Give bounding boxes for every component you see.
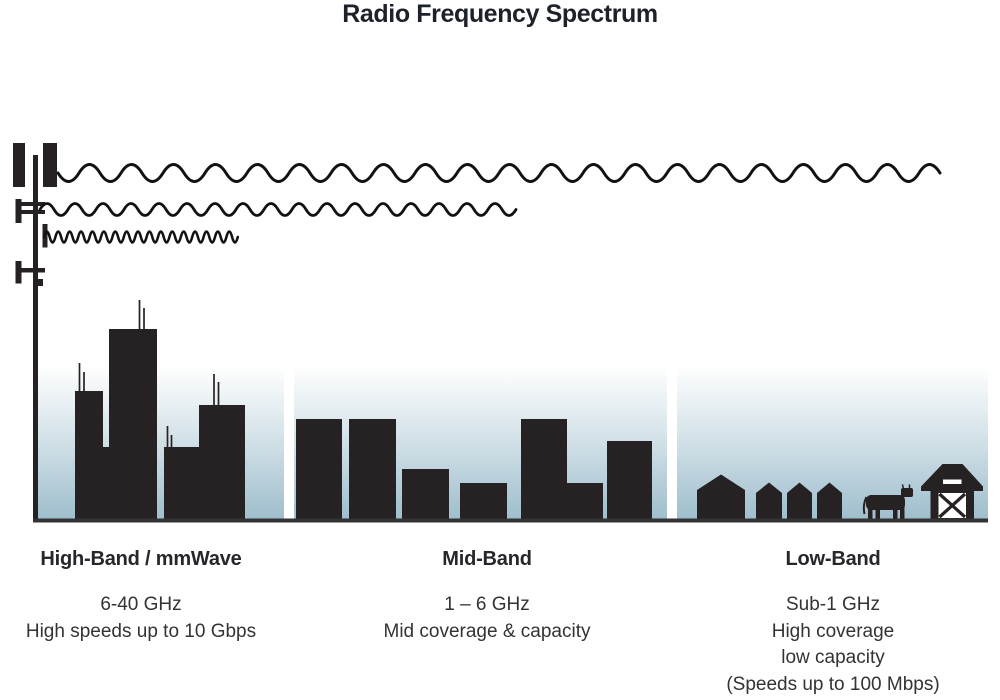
tower-mid-antenna: [15, 199, 22, 223]
house: [697, 474, 745, 520]
midrise-building: [607, 441, 652, 519]
band-heading-low: Low-Band: [785, 548, 881, 570]
band-label-low: Low-Band Sub-1 GHz High coverage low cap…: [673, 548, 993, 698]
band-label-high: High-Band / mmWave 6-40 GHz High speeds …: [0, 548, 301, 645]
city-skyline-icon: [75, 300, 245, 519]
barn-loft-vent: [943, 479, 962, 484]
barn-door-cross-brace: [938, 492, 967, 519]
cow-leg: [875, 504, 880, 520]
rural-scene: [697, 464, 983, 520]
tower-crossarm: [18, 268, 45, 273]
band-description-low-3: (Speeds up to 100 Mbps): [726, 673, 940, 695]
midrise-building: [460, 483, 507, 519]
house: [787, 482, 812, 520]
short-wavelength-wave: [42, 230, 240, 244]
skyscraper-group-right: [164, 405, 245, 519]
midrise-building: [349, 419, 396, 519]
cow-tail: [862, 496, 868, 515]
band-heading-mid: Mid-Band: [442, 548, 532, 570]
cow-leg: [868, 504, 873, 520]
band-description-high: High speeds up to 10 Gbps: [25, 620, 257, 642]
cow-leg: [893, 504, 898, 520]
cow-leg: [900, 504, 905, 520]
band-label-mid: Mid-Band 1 – 6 GHz Mid coverage & capaci…: [327, 548, 647, 645]
band-description-low-2: low capacity: [781, 647, 885, 668]
long-wavelength-wave: [56, 163, 942, 183]
band-heading-high: High-Band / mmWave: [40, 548, 242, 570]
midrise-buildings-icon: [296, 419, 652, 519]
rooftop-antennas: [78, 300, 220, 447]
sky-panel-high-band: [38, 300, 284, 519]
midrise-building-annex: [567, 483, 603, 519]
mid-wavelength-wave: [38, 202, 518, 217]
tower-pole: [33, 155, 38, 519]
cow-horn: [901, 484, 905, 490]
midrise-building: [402, 469, 449, 519]
cell-tower-icon: [13, 143, 57, 519]
house: [756, 482, 782, 520]
tower-low-antenna: [15, 261, 22, 284]
band-description-mid: Mid coverage & capacity: [383, 620, 591, 642]
barn-roof: [921, 464, 983, 491]
houses-icon: [697, 474, 842, 520]
band-description-low-1: High coverage: [771, 620, 895, 642]
page-title: Radio Frequency Spectrum: [342, 0, 658, 28]
band-frequency-high: 6-40 GHz: [100, 594, 182, 615]
band-frequency-mid: 1 – 6 GHz: [444, 594, 530, 615]
skyscraper-group-left: [75, 329, 157, 519]
band-frequency-low: Sub-1 GHz: [786, 594, 880, 615]
midrise-building: [521, 419, 567, 519]
tower-crossarm: [19, 202, 45, 206]
tower-top-panel-left: [13, 143, 25, 187]
cow-head: [901, 488, 913, 497]
barn-icon: [921, 464, 983, 519]
tower-crossarm: [19, 210, 45, 214]
radio-waves-icon: [38, 163, 942, 244]
midrise-building: [296, 419, 342, 519]
tower-top-panel-right: [43, 143, 57, 187]
cow-icon: [862, 484, 913, 520]
tower-stub: [37, 279, 43, 286]
house: [817, 482, 842, 520]
ground-line: [33, 518, 988, 523]
